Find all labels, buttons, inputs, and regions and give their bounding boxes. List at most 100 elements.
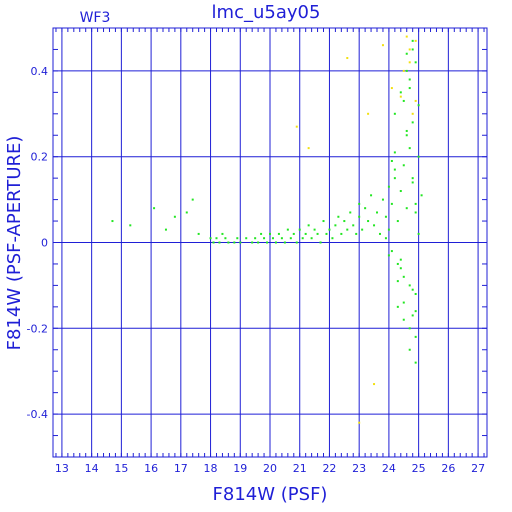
data-point-green	[390, 250, 393, 253]
plot-frame	[52, 27, 488, 458]
data-point-green	[346, 228, 349, 231]
data-point-green	[393, 112, 396, 115]
data-point-green	[129, 224, 132, 227]
data-point-green	[384, 237, 387, 240]
data-point-yellow	[373, 383, 376, 386]
data-point-green	[185, 211, 188, 214]
data-point-green	[405, 129, 408, 132]
data-point-green	[399, 91, 402, 94]
data-point-green	[334, 224, 337, 227]
data-point-green	[271, 237, 274, 240]
data-point-green	[396, 220, 399, 223]
data-point-yellow	[295, 125, 298, 128]
data-point-green	[304, 232, 307, 235]
data-point-green	[269, 232, 271, 235]
x-tick-label: 24	[382, 462, 396, 475]
data-point-green	[402, 275, 405, 278]
x-axis-title: F814W (PSF)	[213, 484, 328, 505]
data-point-green	[411, 314, 414, 317]
data-point-green	[283, 241, 286, 244]
y-tick-label: 0.2	[31, 151, 49, 164]
grid-lines	[53, 28, 487, 457]
data-point-green	[367, 220, 370, 223]
data-point-green	[358, 215, 361, 218]
data-point-yellow	[408, 48, 411, 51]
data-point-green	[414, 292, 417, 295]
data-point-green	[313, 228, 316, 231]
data-point-green	[263, 237, 266, 240]
data-point-green	[349, 211, 352, 214]
data-point-green	[236, 237, 239, 240]
data-point-green	[340, 232, 343, 235]
data-point-green	[212, 241, 215, 244]
data-point-green	[408, 348, 411, 351]
data-point-green	[402, 164, 405, 167]
data-point-green	[322, 220, 325, 223]
x-tick-label: 16	[144, 462, 158, 475]
data-point-green	[402, 318, 405, 321]
x-tick-label: 20	[263, 462, 277, 475]
data-point-green	[239, 241, 242, 244]
data-point-green	[209, 237, 212, 240]
data-point-green	[376, 211, 379, 214]
x-tick-label: 13	[55, 462, 69, 475]
data-point-yellow	[358, 421, 361, 424]
data-point-green	[266, 241, 269, 244]
data-point-green	[319, 241, 322, 244]
data-point-green	[316, 232, 319, 235]
x-tick-label: 25	[412, 462, 426, 475]
data-point-green	[390, 159, 393, 162]
x-tick-label: 14	[85, 462, 99, 475]
chart-title: lmc_u5ay05	[212, 2, 321, 23]
data-point-green	[411, 181, 414, 184]
data-point-green	[221, 232, 224, 235]
y-tick-label: 0	[41, 237, 48, 250]
data-point-green	[280, 237, 283, 240]
data-point-green	[173, 215, 176, 218]
data-point-green	[396, 262, 399, 265]
data-point-green	[373, 224, 376, 227]
data-point-green	[387, 254, 390, 257]
data-point-green	[417, 232, 420, 235]
data-point-green	[370, 194, 373, 197]
data-point-green	[411, 48, 414, 51]
data-point-green	[111, 220, 114, 223]
data-point-green	[310, 237, 313, 240]
data-point-green	[399, 190, 402, 193]
x-tick-label: 15	[114, 462, 128, 475]
data-point-green	[390, 202, 393, 205]
data-point-green	[384, 215, 387, 218]
y-tick-label: -0.2	[27, 322, 48, 335]
data-point-green	[417, 104, 420, 107]
data-point-green	[191, 198, 194, 201]
data-point-green	[402, 99, 405, 102]
data-point-green	[292, 232, 295, 235]
data-point-green	[251, 241, 254, 244]
data-point-green	[396, 280, 399, 283]
data-point-green	[414, 202, 417, 205]
data-point-green	[257, 241, 260, 244]
x-tick-label: 19	[233, 462, 247, 475]
data-point-green	[343, 220, 346, 223]
data-point-green	[420, 194, 423, 197]
x-tick-label: 27	[471, 462, 485, 475]
data-points	[111, 35, 423, 424]
data-point-yellow	[390, 87, 393, 90]
data-point-green	[361, 228, 364, 231]
x-tick-label: 18	[204, 462, 218, 475]
data-point-green	[405, 207, 408, 210]
data-point-green	[197, 232, 200, 235]
data-point-green	[411, 177, 414, 180]
data-point-green	[254, 237, 257, 240]
data-point-green	[274, 241, 277, 244]
data-point-green	[405, 134, 408, 137]
data-point-green	[355, 232, 358, 235]
data-point-green	[414, 211, 417, 214]
data-point-green	[408, 284, 411, 287]
data-point-green	[307, 224, 310, 227]
data-point-green	[405, 69, 408, 72]
data-point-green	[325, 232, 328, 235]
data-point-green	[399, 258, 402, 261]
data-point-green	[387, 228, 390, 231]
